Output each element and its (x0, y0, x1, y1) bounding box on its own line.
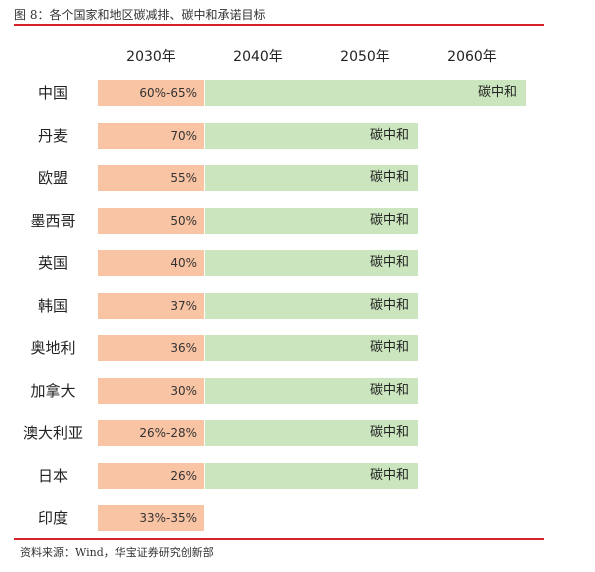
carbon-neutral-bar: 碳中和 (205, 207, 418, 234)
table-row: 奥地利 36% 碳中和 (0, 335, 595, 361)
target-2030-bar: 33%-35% (98, 505, 204, 531)
target-2030-bar: 37% (98, 292, 204, 319)
country-label: 印度 (37, 509, 68, 527)
source-note: 资料来源：Wind，华宝证券研究创新部 (20, 546, 214, 559)
carbon-neutral-bar: 碳中和 (205, 80, 526, 106)
table-row: 欧盟 55% 碳中和 (0, 165, 595, 191)
carbon-neutral-bar: 碳中和 (205, 335, 418, 361)
target-2030-bar: 70% (98, 122, 204, 149)
carbon-neutral-bar: 碳中和 (205, 420, 418, 446)
country-label: 墨西哥 (30, 211, 76, 230)
target-2030-bar: 60%-65% (98, 80, 204, 106)
table-row: 墨西哥 50% 碳中和 (0, 207, 595, 234)
carbon-neutral-bar: 碳中和 (205, 250, 418, 276)
top-red-rule (14, 24, 544, 26)
table-row: 澳大利亚 26%-28% 碳中和 (0, 420, 595, 446)
figure-title: 图 8：各个国家和地区碳减排、碳中和承诺目标 (14, 8, 266, 22)
carbon-neutral-bar: 碳中和 (205, 377, 418, 404)
country-label: 英国 (37, 254, 68, 272)
carbon-neutral-bar: 碳中和 (205, 292, 418, 319)
year-header: 2060年 (447, 49, 497, 65)
country-label: 中国 (37, 84, 68, 102)
table-row: 中国 60%-65% 碳中和 (0, 80, 595, 106)
country-label: 丹麦 (37, 126, 68, 145)
year-header: 2050年 (340, 49, 390, 65)
country-label: 加拿大 (30, 381, 76, 400)
country-label: 韩国 (37, 296, 68, 315)
target-2030-bar: 26%-28% (98, 420, 204, 446)
table-row: 英国 40% 碳中和 (0, 250, 595, 276)
table-row: 韩国 37% 碳中和 (0, 292, 595, 319)
country-label: 澳大利亚 (22, 424, 83, 442)
table-row: 丹麦 70% 碳中和 (0, 122, 595, 149)
target-2030-bar: 36% (98, 335, 204, 361)
carbon-neutral-bar: 碳中和 (205, 122, 418, 149)
target-2030-bar: 30% (98, 377, 204, 404)
table-row: 印度 33%-35% (0, 505, 595, 531)
table-row: 日本 26% 碳中和 (0, 462, 595, 489)
carbon-neutral-bar: 碳中和 (205, 462, 418, 489)
year-header: 2030年 (126, 49, 176, 65)
bottom-red-rule (14, 538, 544, 540)
year-header: 2040年 (233, 49, 283, 65)
carbon-neutral-bar: 碳中和 (205, 165, 418, 191)
country-label: 奥地利 (30, 339, 76, 357)
target-2030-bar: 50% (98, 207, 204, 234)
target-2030-bar: 40% (98, 250, 204, 276)
country-label: 欧盟 (37, 169, 68, 187)
target-2030-bar: 55% (98, 165, 204, 191)
target-2030-bar: 26% (98, 462, 204, 489)
country-label: 日本 (37, 466, 68, 485)
table-row: 加拿大 30% 碳中和 (0, 377, 595, 404)
